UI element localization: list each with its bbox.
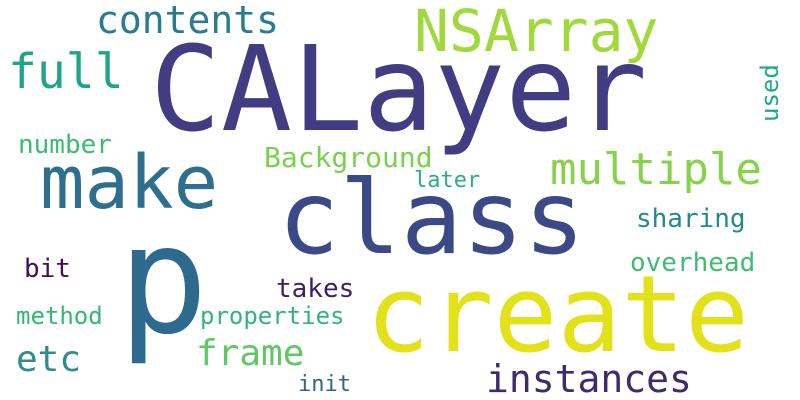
word-instances: instances	[486, 360, 692, 398]
word-p: p	[118, 206, 208, 356]
word-takes: takes	[276, 276, 354, 302]
word-full: full	[8, 48, 124, 96]
word-contents: contents	[96, 1, 279, 39]
word-sharing: sharing	[636, 206, 746, 232]
word-later: later	[414, 170, 480, 192]
word-method: method	[16, 304, 103, 328]
word-init: init	[298, 374, 351, 396]
word-multiple: multiple	[550, 148, 762, 192]
word-etc: etc	[16, 342, 81, 378]
word-number: number	[18, 132, 112, 158]
word-nsarray: NSArray	[414, 2, 658, 60]
word-background: Background	[264, 144, 433, 172]
word-properties: properties	[200, 304, 345, 328]
word-bit: bit	[24, 256, 71, 282]
word-overhead: overhead	[630, 250, 755, 276]
word-frame: frame	[196, 336, 304, 372]
word-used: used	[758, 64, 782, 122]
